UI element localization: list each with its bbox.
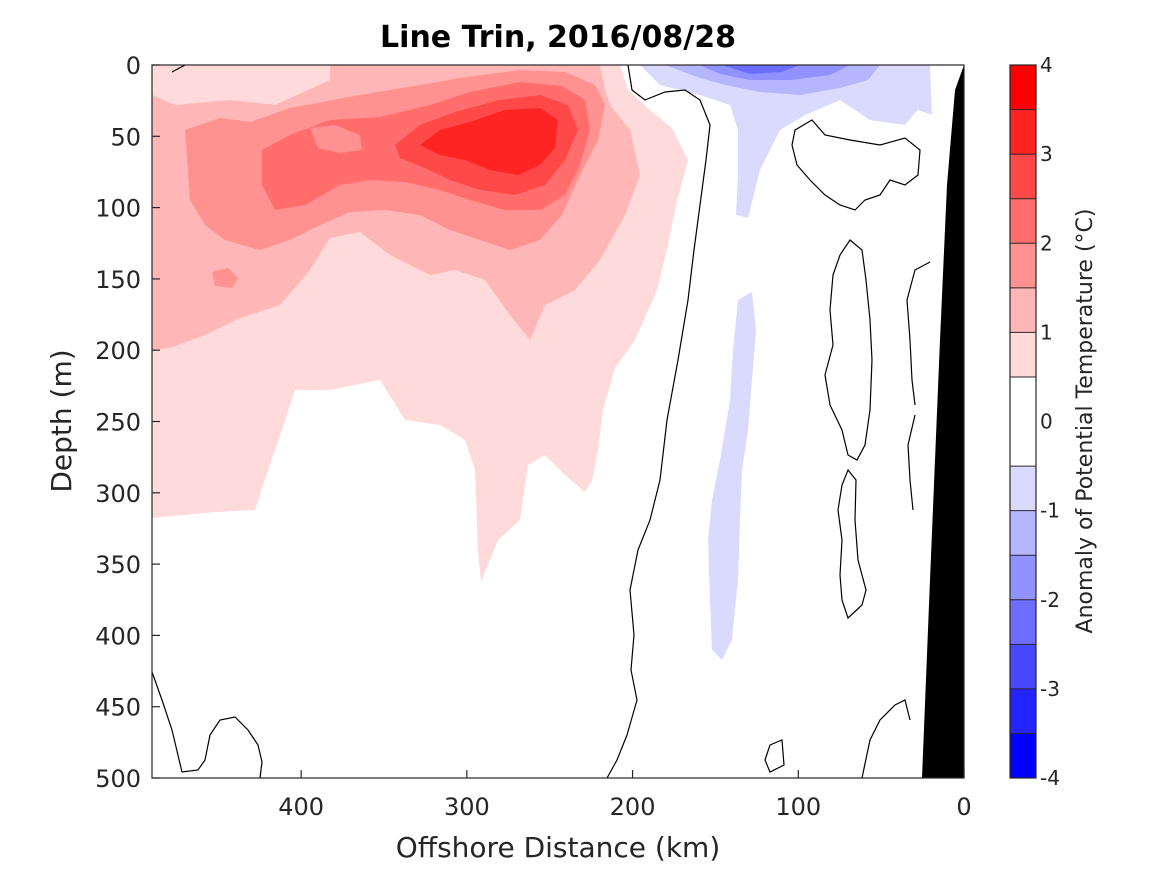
y-tick-label-100: 100 — [95, 195, 141, 223]
chart-title: Line Trin, 2016/08/28 — [380, 20, 736, 55]
colorbar-label: Anomaly of Potential Temperature (°C) — [1073, 209, 1098, 634]
colorbar-tick-label--4: -4 — [1040, 766, 1060, 790]
x-tick-label-200: 200 — [610, 793, 656, 821]
cool-contour-level-4 — [722, 65, 800, 74]
y-tick-label-450: 450 — [95, 694, 141, 722]
colorbar-swatch-10 — [1010, 243, 1036, 288]
x-tick-label-300: 300 — [444, 793, 490, 821]
y-tick-label-50: 50 — [110, 123, 141, 151]
colorbar-swatch-12 — [1010, 154, 1036, 199]
x-axis-ticks: 400 300 200 100 0 — [278, 770, 972, 821]
colorbar-tick-label-2: 2 — [1040, 231, 1053, 255]
colorbar-swatch-5 — [1010, 510, 1036, 556]
colorbar-swatch-9 — [1010, 287, 1036, 333]
colorbar: 4 3 2 1 0 -1 -2 -3 -4 — [1009, 53, 1060, 790]
colorbar-swatch-6 — [1010, 466, 1036, 511]
cool-tongue — [708, 292, 756, 660]
cool-contour-level-1 — [640, 65, 930, 218]
colorbar-swatch-3 — [1010, 599, 1036, 645]
x-axis-label: Offshore Distance (km) — [396, 831, 721, 864]
colorbar-tick-label-3: 3 — [1040, 142, 1053, 166]
cool-patch-right — [912, 70, 932, 115]
x-tick-label-100: 100 — [775, 793, 821, 821]
y-axis-label: Depth (m) — [45, 349, 78, 492]
y-tick-label-250: 250 — [95, 409, 141, 437]
colorbar-tick-label-4: 4 — [1040, 53, 1053, 77]
warm-contour-level-6 — [420, 108, 558, 175]
colorbar-tick-label--2: -2 — [1040, 588, 1060, 612]
warm-patch-left — [310, 125, 362, 153]
colorbar-frame — [1009, 64, 1037, 779]
y-tick-label-500: 500 — [95, 765, 141, 793]
colorbar-tick-label-0: 0 — [1040, 410, 1053, 434]
colorbar-swatch-0 — [1010, 733, 1036, 778]
bathymetry-mask — [922, 65, 964, 778]
x-tick-label-400: 400 — [278, 793, 324, 821]
colorbar-swatch-14 — [1010, 65, 1036, 110]
colorbar-tick-label--1: -1 — [1040, 499, 1060, 523]
plot-area — [152, 65, 964, 778]
colorbar-tick-label-1: 1 — [1040, 320, 1053, 344]
colorbar-swatch-11 — [1010, 198, 1036, 244]
colorbar-swatch-8 — [1010, 332, 1036, 377]
y-tick-label-350: 350 — [95, 551, 141, 579]
x-tick-label-0: 0 — [956, 793, 971, 821]
y-tick-label-200: 200 — [95, 337, 141, 365]
colorbar-swatch-4 — [1010, 555, 1036, 600]
y-axis-ticks: 0 50 100 150 200 250 300 350 400 450 500 — [95, 52, 160, 793]
colorbar-swatch-13 — [1010, 109, 1036, 155]
y-tick-label-0: 0 — [126, 52, 141, 80]
colorbar-swatch-2 — [1010, 644, 1036, 689]
y-tick-label-150: 150 — [95, 266, 141, 294]
zero-contours — [152, 65, 931, 778]
colorbar-swatch-7 — [1010, 376, 1036, 467]
colorbar-swatch-1 — [1010, 688, 1036, 734]
y-tick-label-400: 400 — [95, 622, 141, 650]
warm-patch-small — [212, 268, 238, 288]
colorbar-tick-label--3: -3 — [1040, 677, 1060, 701]
y-tick-label-300: 300 — [95, 480, 141, 508]
